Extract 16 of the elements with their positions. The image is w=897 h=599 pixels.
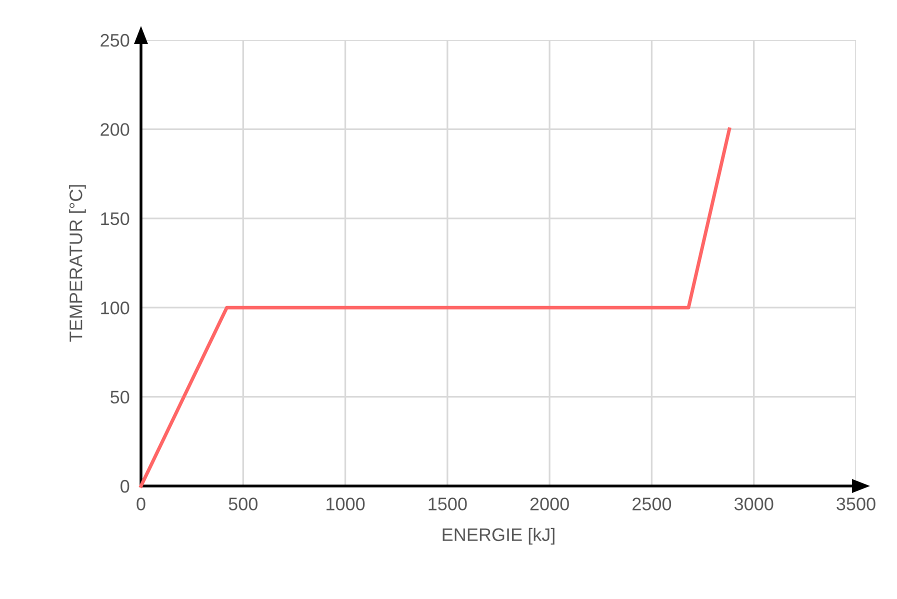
x-tick-label: 1000 [326, 498, 365, 510]
x-tick-label: 500 [228, 498, 258, 510]
x-tick-label: 3000 [734, 498, 774, 510]
x-axis-title: ENERGIE [kJ] [442, 528, 554, 545]
y-axis-title: TEMPERATUR [°C] [69, 185, 86, 342]
x-tick-label: 1500 [428, 498, 467, 510]
y-tick-label: 0 [120, 480, 130, 493]
x-tick-label: 2500 [632, 498, 672, 510]
y-tick-label: 100 [101, 302, 130, 314]
x-tick-label: 3500 [836, 498, 876, 510]
y-tick-label: 200 [100, 123, 130, 136]
y-tick-label: 50 [110, 390, 130, 404]
x-tick-label: 2000 [530, 498, 569, 510]
y-tick-label: 150 [101, 212, 130, 226]
y-tick-label: 250 [100, 34, 130, 47]
x-tick-label: 0 [136, 498, 146, 510]
